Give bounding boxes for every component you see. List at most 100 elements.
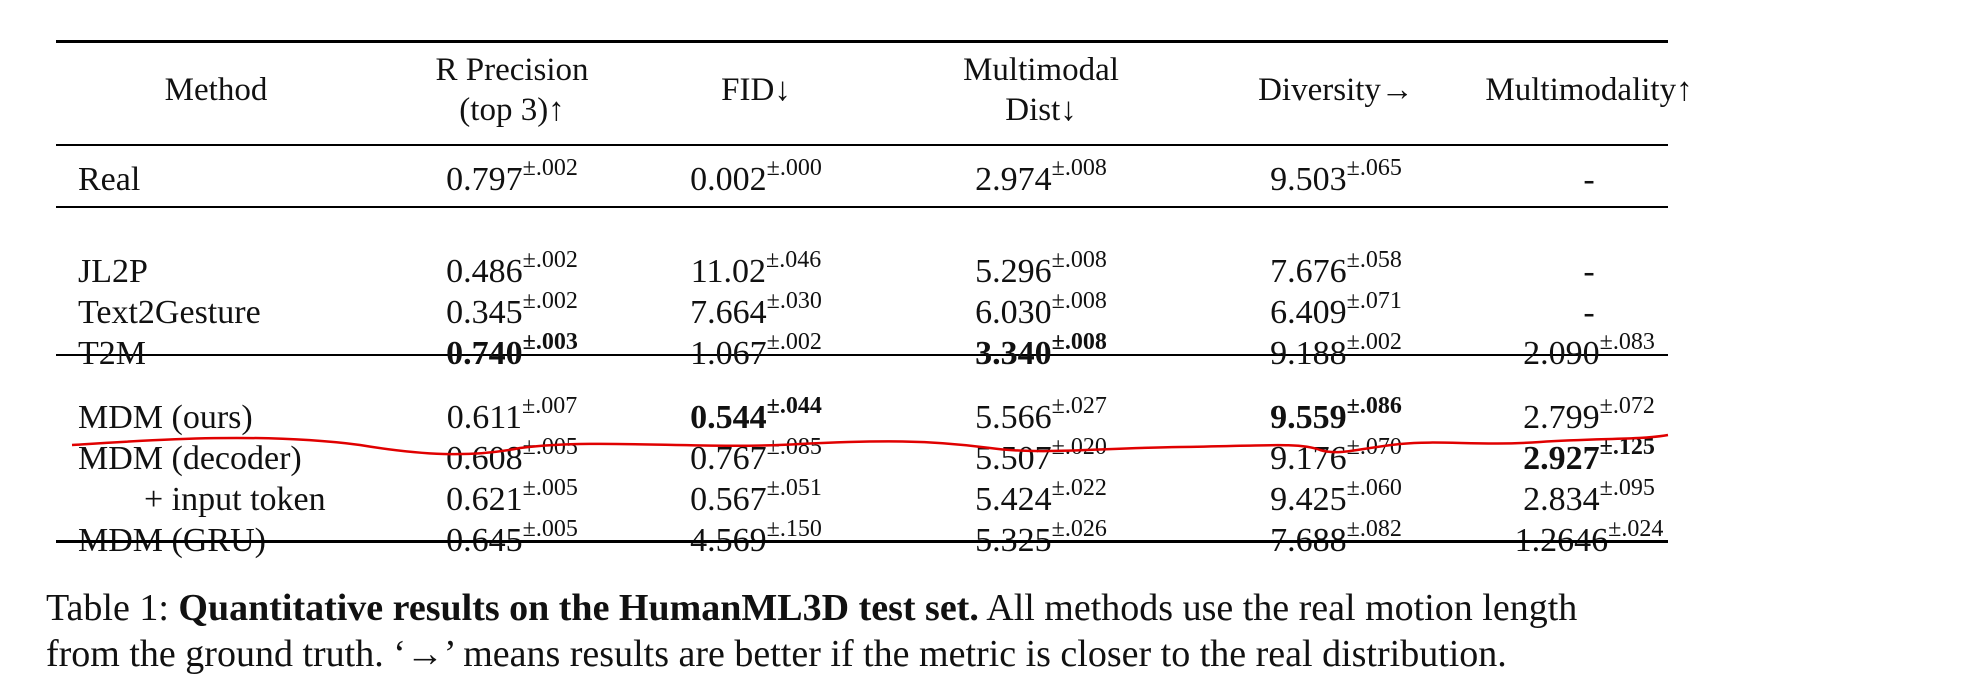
metric-value: 2.090 <box>1523 335 1600 372</box>
metric-value: 0.608 <box>446 440 523 477</box>
metric-cell: 0.797±.002 <box>446 156 578 200</box>
group-rule-1 <box>56 206 1668 208</box>
header-cell: Multimodal Dist↓ <box>963 50 1119 130</box>
metric-value: 7.676 <box>1270 253 1347 290</box>
header-cell: R Precision (top 3)↑ <box>435 50 588 130</box>
metric-std: ±.024 <box>1608 516 1664 542</box>
top-rule <box>56 40 1668 43</box>
metric-cell: 3.340±.008 <box>975 330 1107 374</box>
method-name: MDM (decoder) <box>78 440 302 477</box>
metric-cell: 7.676±.058 <box>1270 248 1402 292</box>
metric-cell: 6.409±.071 <box>1270 289 1402 333</box>
metric-cell: 9.188±.002 <box>1270 330 1402 374</box>
header-line2: (top 3)↑ <box>459 92 565 128</box>
metric-value: 2.834 <box>1523 481 1600 518</box>
metric-cell: 9.176±.070 <box>1270 435 1402 479</box>
metric-cell: 0.608±.005 <box>446 435 578 479</box>
method-name: + input token <box>144 481 326 518</box>
metric-std: ±.005 <box>522 516 578 542</box>
metric-std: ±.002 <box>522 155 578 181</box>
metric-std: ±.058 <box>1346 247 1402 273</box>
header-cell: Multimodality↑ <box>1485 70 1692 110</box>
metric-value: - <box>1583 161 1595 198</box>
metric-value: 9.425 <box>1270 481 1347 518</box>
metric-value: 2.974 <box>975 161 1052 198</box>
group-rule-2 <box>56 354 1668 356</box>
metric-value: 0.486 <box>446 253 523 290</box>
metric-cell: 0.002±.000 <box>690 156 822 200</box>
metric-cell: 0.611±.007 <box>447 394 577 438</box>
metric-value: 6.409 <box>1270 294 1347 331</box>
metric-std: ±.022 <box>1051 475 1107 501</box>
metric-value: 5.566 <box>975 399 1052 436</box>
metric-cell: 0.345±.002 <box>446 289 578 333</box>
metric-std: ±.030 <box>766 288 822 314</box>
metric-std: ±.002 <box>1346 329 1402 355</box>
metric-value: 0.002 <box>690 161 767 198</box>
metric-value: 0.567 <box>690 481 767 518</box>
metric-value: 0.621 <box>446 481 523 518</box>
header-cell: Diversity→ <box>1258 70 1414 110</box>
method-name: T2M <box>78 335 146 372</box>
header-line1: FID↓ <box>721 72 791 108</box>
metric-std: ±.000 <box>766 155 822 181</box>
table-caption: Table 1: Quantitative results on the Hum… <box>46 586 1577 630</box>
metric-value: - <box>1583 253 1595 290</box>
metric-value: 0.544 <box>690 399 767 436</box>
metric-std: ±.020 <box>1051 434 1107 460</box>
metric-value: 5.296 <box>975 253 1052 290</box>
metric-std: ±.044 <box>766 393 822 419</box>
metric-std: ±.008 <box>1051 329 1107 355</box>
metric-std: ±.065 <box>1346 155 1402 181</box>
metric-cell: 6.030±.008 <box>975 289 1107 333</box>
metric-value: 11.02 <box>690 253 767 290</box>
header-cell: Method <box>165 70 268 110</box>
metric-std: ±.003 <box>522 329 578 355</box>
metric-cell: 9.559±.086 <box>1270 394 1402 438</box>
metric-cell: 2.927±.125 <box>1523 435 1655 479</box>
metric-std: ±.150 <box>766 516 822 542</box>
metric-std: ±.008 <box>1051 247 1107 273</box>
header-line1: R Precision <box>435 52 589 88</box>
metric-cell: 5.296±.008 <box>975 248 1107 292</box>
metric-std: ±.026 <box>1051 516 1107 542</box>
metric-std: ±.095 <box>1599 475 1655 501</box>
metric-std: ±.027 <box>1051 393 1107 419</box>
metric-value: 9.176 <box>1270 440 1347 477</box>
metric-cell: 2.090±.083 <box>1523 330 1655 374</box>
metric-cell: 0.567±.051 <box>690 476 822 520</box>
method-name: MDM (ours) <box>78 399 253 436</box>
metric-cell: 5.507±.020 <box>975 435 1107 479</box>
metric-cell: 11.02±.046 <box>690 248 821 292</box>
caption-prefix: Table 1: <box>46 587 179 629</box>
method-name: JL2P <box>78 253 148 290</box>
metric-cell: - <box>1583 160 1594 200</box>
metric-std: ±.008 <box>1051 288 1107 314</box>
metric-cell: 2.974±.008 <box>975 156 1107 200</box>
metric-value: 5.507 <box>975 440 1052 477</box>
header-line1: Diversity→ <box>1258 72 1414 108</box>
table-caption-line2: from the ground truth. ‘→’ means results… <box>46 632 1507 676</box>
metric-std: ±.070 <box>1346 434 1402 460</box>
metric-value: 3.340 <box>975 335 1052 372</box>
header-line1: Multimodality↑ <box>1485 72 1693 108</box>
metric-std: ±.086 <box>1346 393 1402 419</box>
metric-cell: 9.503±.065 <box>1270 156 1402 200</box>
metric-cell: 0.740±.003 <box>446 330 578 374</box>
metric-std: ±.005 <box>522 475 578 501</box>
metric-cell: - <box>1583 252 1594 292</box>
metric-value: 7.664 <box>690 294 767 331</box>
header-line2: Dist↓ <box>1005 92 1077 128</box>
method-name: Real <box>78 161 141 198</box>
method-name: Text2Gesture <box>78 294 261 331</box>
metric-cell: 0.621±.005 <box>446 476 578 520</box>
metric-value: - <box>1583 294 1595 331</box>
metric-cell: 0.767±.085 <box>690 435 822 479</box>
metric-value: 2.799 <box>1523 399 1600 436</box>
metric-value: 9.559 <box>1270 399 1347 436</box>
metric-cell: 5.424±.022 <box>975 476 1107 520</box>
header-cell: FID↓ <box>721 70 791 110</box>
metric-cell: 2.834±.095 <box>1523 476 1655 520</box>
metric-cell: 2.799±.072 <box>1523 394 1655 438</box>
metric-std: ±.085 <box>766 434 822 460</box>
